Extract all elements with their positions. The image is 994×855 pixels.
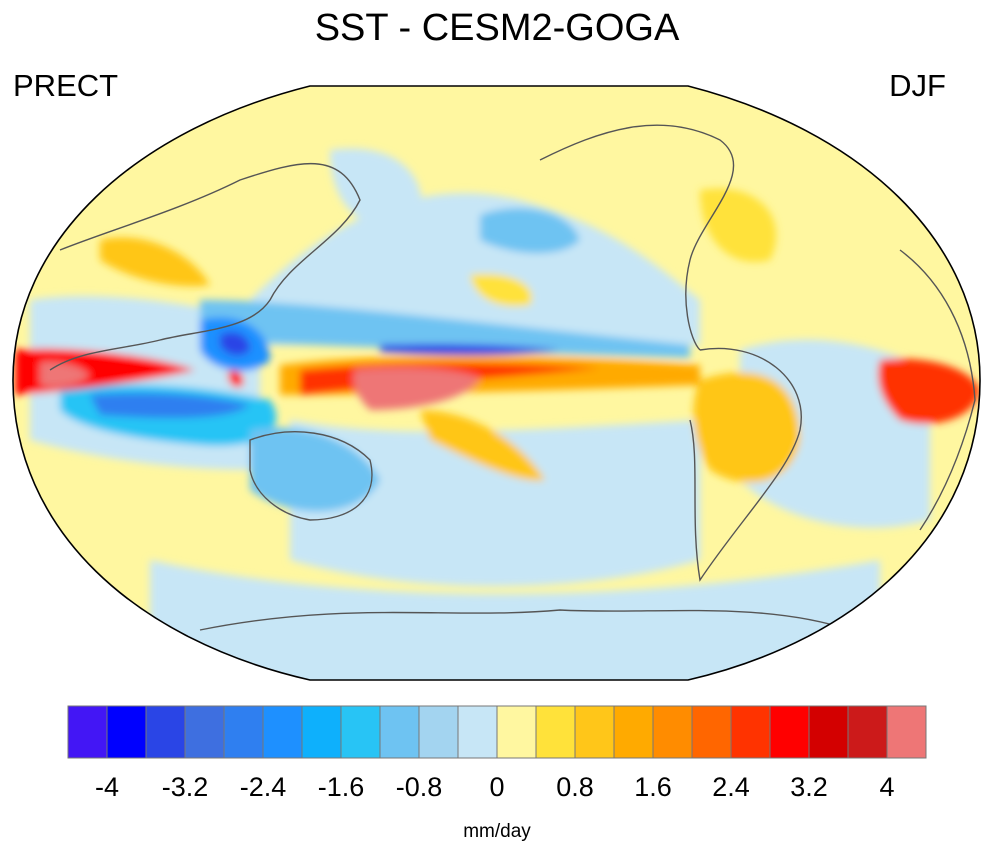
colorbar-tick-label: 2.4	[712, 772, 750, 802]
field-west-pacific-blue	[200, 300, 690, 358]
map-border	[12, 85, 981, 681]
coast-north-america	[539, 124, 735, 351]
colorbar-box	[613, 705, 654, 759]
colorbar-box	[67, 705, 108, 759]
colorbar-units: mm/day	[463, 821, 531, 842]
coast-australia	[249, 431, 373, 521]
colorbar-box	[379, 705, 420, 759]
field-central-pacific-pink	[353, 367, 480, 410]
field-spcz-orange	[420, 410, 545, 481]
precip-field	[15, 148, 980, 680]
colorbar-box	[457, 705, 498, 759]
colorbar-box	[145, 705, 186, 759]
colorbar-box	[340, 705, 381, 759]
field-asia-lightblue	[330, 148, 422, 228]
coast-asia	[49, 162, 361, 371]
field-north-pacific-blue	[480, 208, 580, 254]
colorbar-box	[652, 705, 693, 759]
field-south-pacific-lightblue	[290, 420, 700, 587]
world-map	[12, 85, 981, 681]
colorbar-box	[574, 705, 615, 759]
colorbar-tick-label: -2.4	[240, 772, 287, 802]
field-indian-deepblue	[90, 393, 250, 418]
colorbar-tick-label: -3.2	[162, 772, 209, 802]
colorbar-tick-label: -4	[95, 772, 119, 802]
colorbar-box	[847, 705, 888, 759]
coast-south-america	[689, 347, 802, 582]
colorbar-tick-label: 4	[879, 772, 894, 802]
colorbar-box	[535, 705, 576, 759]
colorbar-tick-label: -0.8	[396, 772, 443, 802]
colorbar-box	[691, 705, 732, 759]
field-pacific-deepblue-band	[380, 344, 560, 356]
field-borneo-red	[228, 370, 244, 387]
colorbar-tick-label: 0	[489, 772, 504, 802]
colorbar-tick-label: 1.6	[634, 772, 672, 802]
colorbar-tick-label: 3.2	[790, 772, 828, 802]
colorbar-box	[730, 705, 771, 759]
colorbar-box	[418, 705, 459, 759]
colorbar-box	[886, 705, 927, 759]
coastlines	[49, 124, 976, 631]
season-label: DJF	[889, 68, 946, 103]
coast-africa	[899, 249, 976, 531]
field-atlantic-red	[878, 358, 980, 424]
colorbar-box	[769, 705, 810, 759]
field-australia-blue	[250, 427, 380, 512]
variable-label: PRECT	[13, 68, 119, 103]
colorbar-box	[301, 705, 342, 759]
colorbar-box	[223, 705, 264, 759]
colorbar-box	[184, 705, 225, 759]
colorbar-box	[106, 705, 147, 759]
colorbar-tick-label: 0.8	[556, 772, 594, 802]
field-maritime-deepblue	[220, 332, 250, 356]
field-north-pacific-orange	[470, 274, 532, 307]
field-north-pacific-lightblue	[250, 193, 700, 345]
figure-title: SST - CESM2-GOGA	[314, 7, 680, 49]
field-south-america-orange	[693, 372, 800, 483]
colorbar-box	[808, 705, 849, 759]
field-southern-ocean-lightblue	[150, 560, 880, 680]
colorbar-box	[496, 705, 537, 759]
colorbar-box	[262, 705, 303, 759]
colorbar: -4 -3.2 -2.4 -1.6 -0.8 0 0.8 1.6 2.4 3.2 4	[67, 705, 927, 802]
colorbar-tick-label: -1.6	[318, 772, 365, 802]
coast-antarctica	[199, 609, 851, 631]
field-asia-orange	[100, 237, 210, 287]
field-north-atlantic-orange	[700, 188, 777, 262]
